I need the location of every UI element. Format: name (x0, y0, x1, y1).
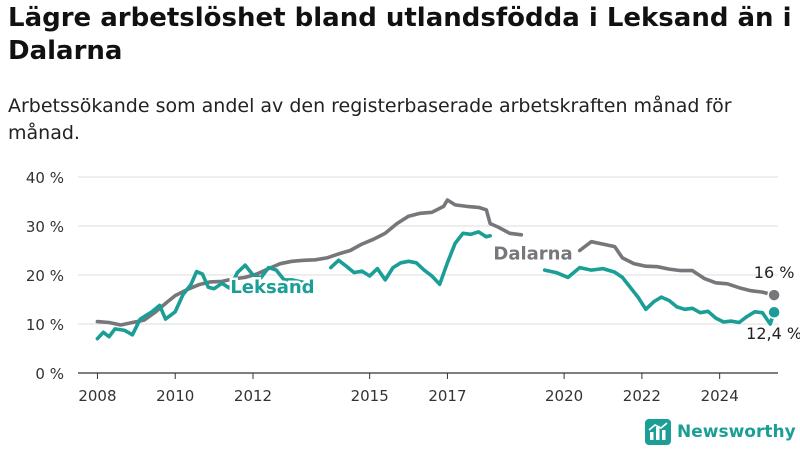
y-axis: 0 % 10 % 20 % 30 % 40 % (26, 169, 64, 383)
brand-logo: Newsworthy (645, 419, 796, 445)
series-line-leksand (542, 265, 776, 326)
x-tick-label: 2020 (545, 387, 583, 405)
y-tick-label: 0 % (35, 365, 64, 383)
x-tick-label: 2010 (156, 387, 194, 405)
series-lines (95, 198, 781, 341)
chart-subtitle: Arbetssökande som andel av den registerb… (8, 95, 732, 144)
x-tick-label: 2022 (623, 387, 661, 405)
series-label-dalarna: Dalarna (493, 243, 572, 264)
end-point-leksand (767, 305, 781, 319)
series-label-leksand: Leksand (230, 277, 314, 298)
series-labels: 16 % 12,4 % Dalarna Leksand (228, 241, 800, 343)
chart-title: Lägre arbetslöshet bland utlandsfödda i … (8, 3, 792, 66)
series-line-leksand (329, 230, 492, 287)
y-tick-label: 40 % (26, 169, 64, 187)
x-axis: 2008 2010 2012 2015 2017 2020 2022 2024 (78, 373, 739, 405)
x-tick-label: 2017 (428, 387, 466, 405)
series-line-dalarna (577, 239, 776, 297)
series-line-dalarna (95, 198, 524, 327)
y-tick-label: 20 % (26, 267, 64, 285)
x-tick-label: 2012 (234, 387, 272, 405)
bar-chart-icon (645, 419, 671, 445)
x-tick-label: 2024 (701, 387, 739, 405)
end-label-leksand: 12,4 % (746, 324, 800, 343)
y-tick-label: 30 % (26, 218, 64, 236)
x-tick-label: 2008 (78, 387, 116, 405)
x-tick-label: 2015 (351, 387, 389, 405)
series-line-leksand (95, 263, 306, 341)
end-point-dalarna (767, 288, 781, 302)
end-label-dalarna: 16 % (754, 263, 795, 282)
brand-name: Newsworthy (677, 422, 796, 442)
y-tick-label: 10 % (26, 316, 64, 334)
